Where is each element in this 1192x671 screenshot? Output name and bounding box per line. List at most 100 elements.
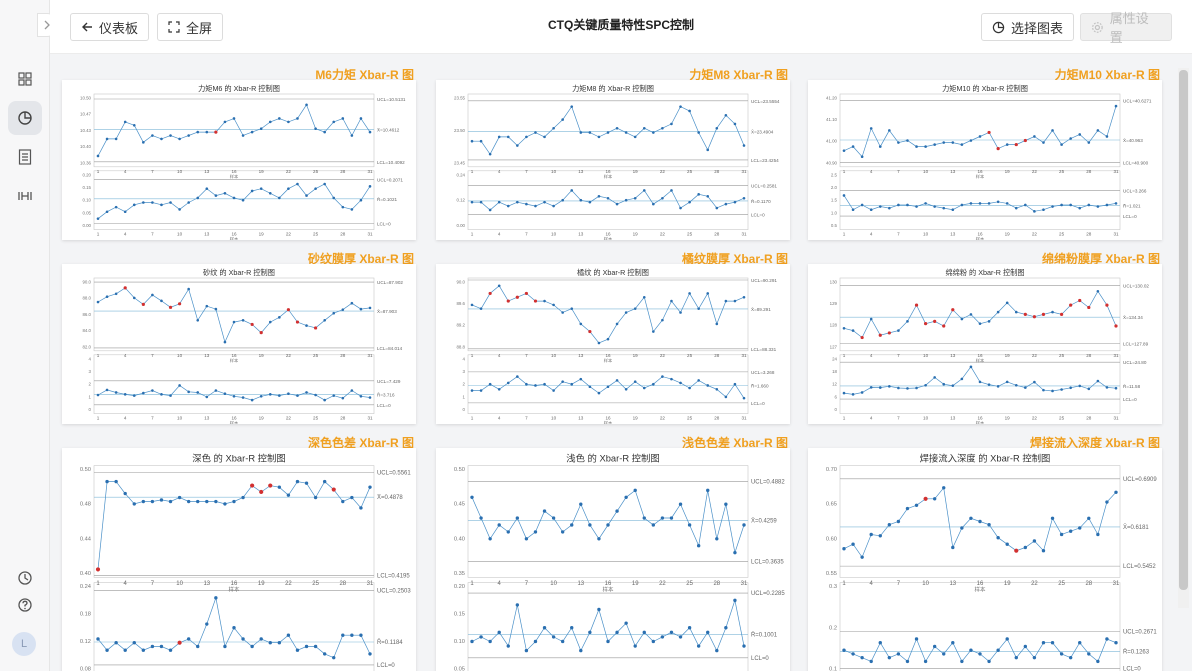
y-tick-label: 2 (463, 382, 466, 387)
x-tick-label: 4 (498, 416, 501, 421)
y-tick-label: 2.5 (831, 172, 838, 177)
data-point (896, 519, 901, 524)
data-point (579, 198, 583, 202)
data-point (132, 123, 136, 127)
data-point (914, 503, 919, 507)
xbar-r-chart-svg: 浅色 的 Xbar-R 控制图 UCL=0.4882 X̄=0.4259 LCL=0.… (454, 452, 785, 671)
lcl-label: LCL=0 (751, 213, 765, 218)
data-point (897, 329, 900, 332)
data-point (368, 306, 372, 310)
center-label: X̄=0.4259 (751, 518, 777, 525)
ucl-label: UCL=0.2071 (377, 177, 403, 182)
xbar-r-chart-svg: 深色 的 Xbar-R 控制图 UCL=0.5561 X̄=0.4878 LCL=0.… (80, 452, 411, 671)
data-point (341, 633, 345, 637)
data-point (661, 318, 664, 322)
data-point (205, 130, 209, 134)
data-point (341, 499, 345, 504)
sidebar-item-reports[interactable] (8, 140, 42, 174)
data-point (160, 299, 163, 303)
data-point (715, 537, 719, 541)
data-point (615, 322, 619, 326)
y-tick-label: 23.50 (454, 128, 466, 133)
y-tick-label: 12 (832, 382, 837, 387)
x-tick-label: 10 (551, 169, 557, 174)
sidebar-item-history[interactable] (8, 561, 42, 595)
xbar-r-chart-svg: 力矩M6 的 Xbar-R 控制图 UCL=10.5131 X̄=10.4612 LC… (80, 84, 406, 243)
data-point (114, 641, 118, 645)
data-point (359, 506, 363, 510)
data-point (1059, 532, 1064, 537)
data-point (232, 626, 236, 630)
x-tick-label: 10 (922, 581, 929, 587)
sidebar-item-dataflow[interactable] (8, 179, 42, 213)
data-point (905, 506, 910, 511)
data-point (1005, 380, 1009, 384)
x-tick-label: 25 (687, 416, 693, 421)
data-point (114, 205, 118, 209)
vertical-scrollbar[interactable] (1178, 68, 1189, 608)
avatar[interactable]: L (12, 632, 36, 656)
x-tick-label: 1 (96, 581, 100, 587)
data-point (350, 389, 354, 392)
data-point (651, 639, 656, 644)
data-point (969, 139, 973, 142)
data-point (642, 295, 646, 299)
data-point (305, 103, 308, 107)
data-point (869, 659, 873, 664)
data-point (570, 189, 574, 192)
select-chart-button[interactable]: 选择图表 (981, 13, 1075, 41)
data-point (561, 198, 564, 202)
sidebar-item-charts[interactable] (8, 101, 42, 135)
data-point (488, 208, 492, 212)
y-tick-label: 0.5 (831, 223, 838, 228)
data-point (888, 206, 891, 210)
x-tick-label: 28 (340, 353, 346, 358)
data-point (168, 648, 173, 652)
data-point (706, 630, 710, 635)
y-tick-label: 23.55 (454, 96, 466, 101)
back-to-dashboard-button[interactable]: 仪表板 (70, 13, 150, 41)
lcl-label: LCL=10.4092 (377, 160, 405, 165)
properties-settings-button[interactable]: 属性设置 (1080, 11, 1172, 45)
x-tick-label: 28 (714, 169, 720, 174)
lcl-label: LCL=0 (1123, 214, 1137, 219)
data-point (543, 200, 546, 204)
y-tick-label: 24 (832, 356, 837, 361)
x-tick-label: 25 (1059, 232, 1065, 237)
x-axis-label: 样本 (229, 586, 240, 594)
data-point (733, 550, 737, 555)
out-of-control-point (250, 483, 255, 488)
data-point (368, 185, 372, 188)
data-point (996, 536, 1000, 540)
x-axis-label: 样本 (976, 420, 985, 424)
x-tick-label: 1 (843, 169, 846, 174)
lcl-label: LCL=0 (751, 401, 765, 406)
x-tick-label: 4 (870, 232, 873, 237)
data-point (1023, 644, 1028, 649)
data-point (579, 648, 583, 653)
ucl-label: UCL=3.266 (1123, 189, 1147, 194)
data-point (1032, 655, 1037, 660)
data-point (241, 198, 245, 202)
sidebar-item-help[interactable] (8, 588, 42, 622)
data-point (1033, 135, 1036, 138)
data-point (1068, 529, 1073, 533)
data-point (287, 120, 290, 124)
range-subchart: UCL=0.2581 R̄=0.1170 LCL=0 0.24 0.12 0.00 (456, 170, 777, 230)
data-point (497, 387, 501, 391)
data-point (1024, 386, 1027, 389)
scrollbar-thumb[interactable] (1179, 70, 1188, 590)
data-point (606, 196, 610, 200)
lcl-label: LCL=0 (377, 403, 391, 408)
chart-title: 力矩M10 的 Xbar-R 控制图 (942, 84, 1028, 93)
x-tick-label: 22 (286, 232, 292, 237)
chart-panel-title: 砂纹膜厚 Xbar-R 图 (307, 252, 414, 266)
data-point (633, 196, 637, 200)
x-axis-label: 样本 (975, 586, 986, 594)
data-point (570, 523, 574, 527)
sidebar-item-dashboard[interactable] (8, 62, 42, 96)
data-point (332, 120, 336, 124)
data-point (1105, 386, 1109, 389)
fullscreen-button[interactable]: 全屏 (157, 13, 224, 41)
